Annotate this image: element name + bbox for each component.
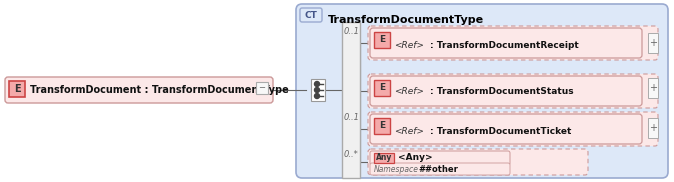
Text: TransformDocumentType: TransformDocumentType [328,15,484,25]
Text: : TransformDocumentTicket: : TransformDocumentTicket [430,126,572,136]
Text: : TransformDocumentStatus: : TransformDocumentStatus [430,86,574,96]
FancyBboxPatch shape [296,4,668,178]
Circle shape [315,94,319,98]
FancyBboxPatch shape [370,28,642,58]
Bar [374,80,390,96]
Text: E: E [379,122,385,130]
Text: : TransformDocumentReceipt: : TransformDocumentReceipt [430,41,579,50]
Text: Any: Any [376,153,392,163]
Bar [9,81,25,97]
Circle shape [315,88,319,92]
Text: <Ref>: <Ref> [394,41,424,50]
FancyBboxPatch shape [368,149,588,175]
Bar [374,118,390,134]
Bar [648,33,658,53]
Text: ##other: ##other [418,165,458,173]
Bar [256,82,268,94]
Text: +: + [649,83,657,93]
FancyBboxPatch shape [370,76,642,106]
Circle shape [315,82,319,86]
Text: +: + [649,38,657,48]
Bar [374,153,394,163]
FancyBboxPatch shape [300,8,322,22]
Text: E: E [379,35,385,45]
FancyBboxPatch shape [368,74,658,108]
FancyBboxPatch shape [370,151,510,165]
Text: 0..1: 0..1 [344,113,360,122]
Text: 0..1: 0..1 [344,27,360,36]
Text: −: − [259,84,266,92]
Text: E: E [379,84,385,92]
Text: CT: CT [305,11,317,19]
Text: Namespace: Namespace [374,165,419,173]
FancyBboxPatch shape [368,112,658,146]
Text: <Ref>: <Ref> [394,126,424,136]
Text: E: E [13,84,20,94]
Bar [648,78,658,98]
Bar [374,32,390,48]
Text: +: + [649,123,657,133]
FancyBboxPatch shape [370,114,642,144]
Text: TransformDocument : TransformDocumentType: TransformDocument : TransformDocumentTyp… [30,85,288,95]
Bar [342,22,360,178]
FancyBboxPatch shape [368,26,658,60]
FancyBboxPatch shape [5,77,273,103]
Text: 0..*: 0..* [343,150,358,159]
Text: <Ref>: <Ref> [394,86,424,96]
Bar [648,118,658,138]
Bar [311,79,325,101]
FancyBboxPatch shape [370,163,510,175]
Text: <Any>: <Any> [398,153,433,163]
